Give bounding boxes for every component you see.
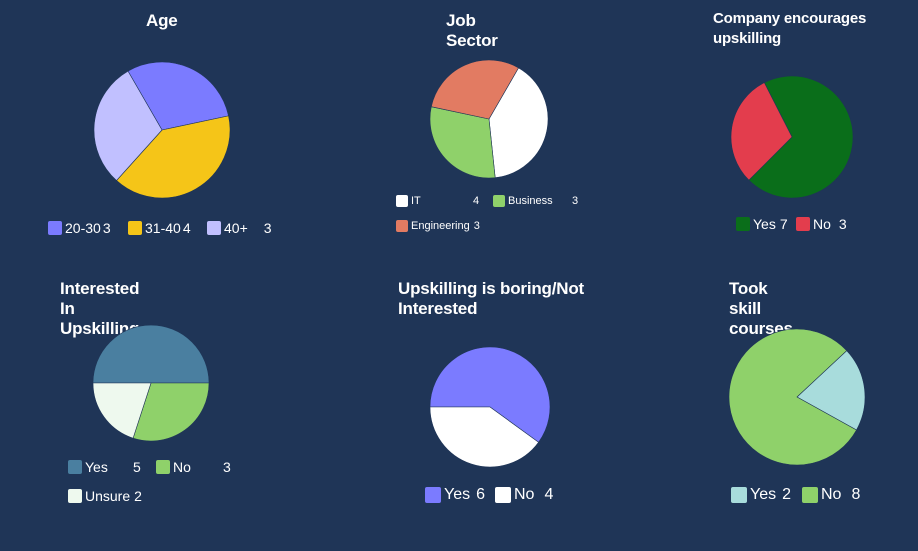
- legend-value: 4: [473, 195, 480, 207]
- legend-label: 40+: [224, 220, 248, 236]
- legend-value: 5: [133, 459, 141, 475]
- legend-label: 20-30: [65, 220, 101, 236]
- legend-swatch: [207, 221, 221, 235]
- legend-label: No: [821, 486, 842, 503]
- legend-item[interactable]: 31-40 4: [128, 220, 191, 236]
- legend-label: Yes: [750, 486, 777, 503]
- legend-swatch: [731, 487, 747, 503]
- legend-label: No: [514, 486, 535, 503]
- legend-swatch: [156, 460, 170, 474]
- legend-item[interactable]: Yes 6: [425, 486, 485, 504]
- chart-title: Interested In Upskilling: [60, 279, 140, 338]
- legend-value: 3: [473, 220, 480, 232]
- pie-slice-31-40[interactable]: [116, 115, 231, 199]
- legend-label: Unsure: [85, 488, 131, 504]
- legend-item[interactable]: Unsure 2: [68, 488, 142, 504]
- pie-slice-no[interactable]: [728, 328, 857, 466]
- pie-slice-no[interactable]: [132, 382, 210, 442]
- pie-slice-yes[interactable]: [748, 75, 854, 199]
- pie-slice-yes[interactable]: [92, 324, 210, 384]
- pie-slice-unsure[interactable]: [92, 382, 152, 439]
- legend-value: 3: [102, 220, 111, 236]
- legend-swatch: [48, 221, 62, 235]
- legend-value: 6: [476, 486, 486, 503]
- chart-title: Age: [146, 11, 178, 30]
- chart-title: Took skill courses: [729, 279, 793, 338]
- chart-title: Upskilling is boring/Not Interested: [398, 279, 584, 318]
- legend-value: 8: [851, 486, 861, 503]
- legend-value: 3: [223, 459, 231, 475]
- legend-swatch: [68, 489, 82, 503]
- pie-slice-yes[interactable]: [796, 350, 866, 431]
- legend-label: No: [813, 216, 831, 232]
- legend-label: Yes: [444, 486, 471, 503]
- legend-item[interactable]: No 3: [156, 459, 231, 475]
- legend-value: 4: [182, 220, 191, 236]
- legend-label: No: [173, 459, 191, 475]
- legend-label: Engineering: [411, 220, 470, 232]
- legend-swatch: [796, 217, 810, 231]
- legend-label: 31-40: [145, 220, 181, 236]
- legend-label: IT: [411, 195, 421, 207]
- legend-value: 3: [572, 195, 579, 207]
- legend-value: 2: [134, 488, 142, 504]
- legend-label: Yes: [753, 216, 776, 232]
- legend-item[interactable]: Business 3: [493, 195, 578, 207]
- legend-label: Yes: [85, 459, 108, 475]
- legend-item[interactable]: 20-30 3: [48, 220, 111, 236]
- legend-swatch: [68, 460, 82, 474]
- legend-item[interactable]: No 3: [796, 216, 847, 232]
- legend-value: 3: [263, 220, 272, 236]
- pie-slice-no[interactable]: [429, 406, 539, 468]
- legend-swatch: [396, 195, 408, 207]
- pie-slice-business[interactable]: [429, 106, 496, 179]
- legend-item[interactable]: No 8: [802, 486, 860, 504]
- legend-item[interactable]: Yes 5: [68, 459, 141, 475]
- legend-item[interactable]: IT 4: [396, 195, 479, 207]
- legend-item[interactable]: Yes 7: [736, 216, 788, 232]
- legend-swatch: [802, 487, 818, 503]
- legend-label: Business: [508, 195, 553, 207]
- chart-title: Company encourages upskilling: [713, 10, 867, 47]
- legend-swatch: [396, 220, 408, 232]
- pie-slice-it[interactable]: [488, 67, 549, 179]
- legend-swatch: [128, 221, 142, 235]
- legend-value: 2: [782, 486, 792, 503]
- legend-value: 4: [544, 486, 554, 503]
- pie-slice-no[interactable]: [730, 82, 793, 181]
- legend-swatch: [425, 487, 441, 503]
- legend-item[interactable]: No 4: [495, 486, 553, 504]
- legend-item[interactable]: 40+ 3: [207, 220, 272, 236]
- legend-value: 7: [779, 216, 788, 232]
- pie-slice-yes[interactable]: [429, 346, 551, 443]
- legend-swatch: [495, 487, 511, 503]
- legend-swatch: [493, 195, 505, 207]
- legend-item[interactable]: Yes 2: [731, 486, 791, 504]
- pie-slice-40[interactable]: [93, 70, 163, 181]
- pie-slice-20-30[interactable]: [127, 61, 229, 131]
- legend-item[interactable]: Engineering 3: [396, 220, 480, 232]
- chart-title: Job Sector: [446, 11, 498, 50]
- pie-slice-engineering[interactable]: [430, 59, 519, 120]
- legend-value: 3: [838, 216, 847, 232]
- legend-swatch: [736, 217, 750, 231]
